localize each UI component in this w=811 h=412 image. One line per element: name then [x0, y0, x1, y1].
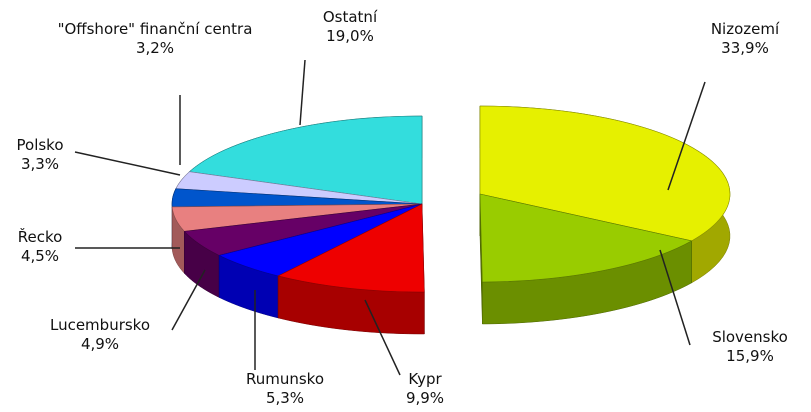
- slice: [479, 193, 693, 283]
- label-name: Lucembursko: [49, 316, 151, 334]
- slice-label: "Offshore" finanční centra 3,2%: [55, 20, 255, 58]
- label-name: Polsko: [16, 136, 64, 154]
- slice-label: Nizozemí 33,9%: [685, 20, 805, 58]
- label-name: Ostatní: [322, 8, 378, 26]
- label-value: 3,3%: [20, 155, 60, 173]
- slice: [479, 105, 731, 242]
- slice-label: Kypr 9,9%: [380, 370, 470, 408]
- label-name: "Offshore" finanční centra: [57, 20, 253, 38]
- label-value: 3,2%: [135, 39, 175, 57]
- label-value: 33,9%: [721, 39, 769, 57]
- leader-line: [299, 59, 306, 126]
- label-name: Kypr: [408, 370, 442, 388]
- slice-label: Lucembursko 4,9%: [20, 316, 180, 354]
- label-value: 9,9%: [405, 389, 445, 407]
- slice-label: Polsko 3,3%: [0, 136, 80, 174]
- label-value: 4,9%: [80, 335, 120, 353]
- label-name: Řecko: [17, 228, 63, 246]
- leader-line: [667, 81, 706, 191]
- slice-label: Slovensko 15,9%: [685, 328, 811, 366]
- label-value: 4,5%: [20, 247, 60, 265]
- slice-label: Rumunsko 5,3%: [230, 370, 340, 408]
- slice: [277, 203, 425, 293]
- slice: [188, 115, 423, 205]
- leader-line: [364, 299, 401, 376]
- label-value: 15,9%: [726, 347, 774, 365]
- slice-label: Ostatní 19,0%: [300, 8, 400, 46]
- leader-line: [74, 151, 181, 176]
- label-value: 5,3%: [265, 389, 305, 407]
- label-name: Nizozemí: [710, 20, 780, 38]
- label-name: Slovensko: [712, 328, 788, 346]
- label-value: 19,0%: [326, 27, 374, 45]
- label-name: Rumunsko: [245, 370, 325, 388]
- leader-line: [171, 269, 206, 331]
- leader-line: [659, 249, 691, 346]
- slice-label: Řecko 4,5%: [0, 228, 80, 266]
